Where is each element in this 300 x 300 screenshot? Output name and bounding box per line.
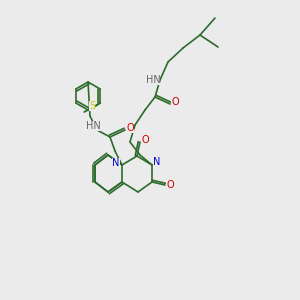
Text: O: O xyxy=(141,135,149,145)
Text: HN: HN xyxy=(85,121,100,131)
Text: O: O xyxy=(126,123,134,133)
Text: N: N xyxy=(112,158,120,168)
Text: N: N xyxy=(153,157,161,167)
Text: HN: HN xyxy=(146,75,160,85)
Text: S: S xyxy=(89,101,95,111)
Text: O: O xyxy=(171,97,179,107)
Text: O: O xyxy=(166,180,174,190)
